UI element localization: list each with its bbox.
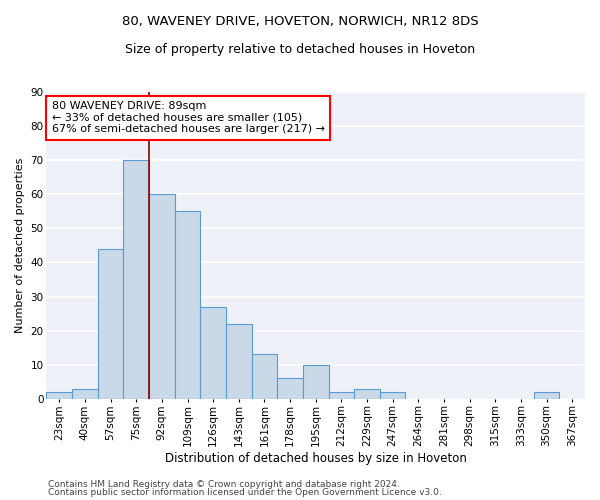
Bar (354, 388, 380, 399)
Text: Contains HM Land Registry data © Crown copyright and database right 2024.: Contains HM Land Registry data © Crown c… (48, 480, 400, 489)
Bar (303, 364, 329, 399)
X-axis label: Distribution of detached houses by size in Hoveton: Distribution of detached houses by size … (165, 452, 467, 465)
Bar (534, 392, 559, 399)
Bar (277, 378, 303, 399)
Bar (329, 392, 354, 399)
Text: 80, WAVENEY DRIVE, HOVETON, NORWICH, NR12 8DS: 80, WAVENEY DRIVE, HOVETON, NORWICH, NR1… (122, 15, 478, 28)
Text: Contains public sector information licensed under the Open Government Licence v3: Contains public sector information licen… (48, 488, 442, 497)
Bar (380, 392, 406, 399)
Bar (226, 324, 251, 399)
Text: 80 WAVENEY DRIVE: 89sqm
← 33% of detached houses are smaller (105)
67% of semi-d: 80 WAVENEY DRIVE: 89sqm ← 33% of detache… (52, 101, 325, 134)
Text: Size of property relative to detached houses in Hoveton: Size of property relative to detached ho… (125, 42, 475, 56)
Bar (149, 194, 175, 399)
Bar (46, 392, 72, 399)
Bar (124, 160, 149, 399)
Bar (251, 354, 277, 399)
Y-axis label: Number of detached properties: Number of detached properties (15, 158, 25, 333)
Bar (175, 212, 200, 399)
Bar (72, 388, 98, 399)
Bar (98, 249, 124, 399)
Bar (200, 306, 226, 399)
